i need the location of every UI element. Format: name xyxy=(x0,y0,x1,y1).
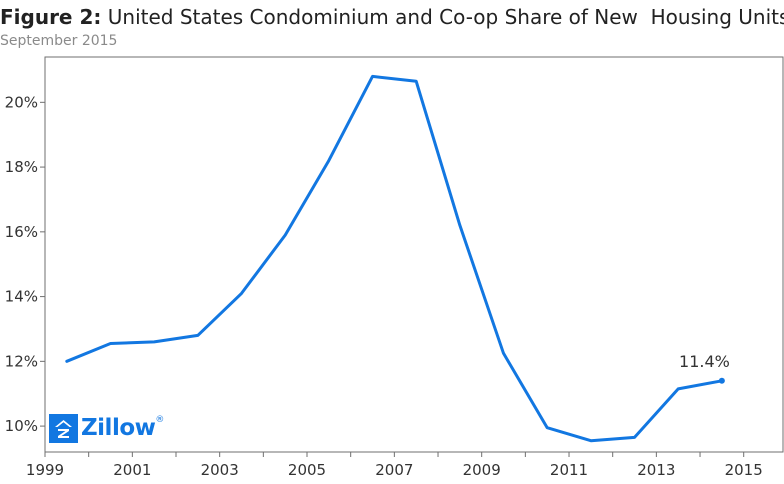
y-tick-label: 14% xyxy=(5,288,38,306)
end-value-label: 11.4% xyxy=(679,352,730,371)
zillow-logo: Zillow ® xyxy=(49,413,164,443)
x-tick-label: 2007 xyxy=(375,461,413,479)
plot-frame xyxy=(44,56,784,453)
x-tick-label: 2015 xyxy=(725,461,763,479)
chart-title: Figure 2: United States Condominium and … xyxy=(0,4,784,30)
y-tick-label: 12% xyxy=(5,352,38,370)
x-axis: 1999 2001 2003 2005 2007 2009 2011 2013 2015 xyxy=(26,452,763,479)
x-tick-label: 1999 xyxy=(26,461,64,479)
x-tick-label: 2003 xyxy=(201,461,239,479)
y-tick-label: 18% xyxy=(5,158,38,176)
series-layer: 11.4% xyxy=(65,74,730,443)
y-tick-label: 16% xyxy=(5,223,38,241)
end-point-marker xyxy=(718,377,725,384)
chart-subtitle: September 2015 xyxy=(0,33,118,49)
x-tick-label: 2011 xyxy=(550,461,588,479)
zillow-logo-text: Zillow xyxy=(81,415,156,441)
registered-mark: ® xyxy=(155,415,165,425)
x-tick-label: 2009 xyxy=(463,461,501,479)
plot-border xyxy=(44,56,784,453)
y-tick-label: 20% xyxy=(5,93,38,111)
series-line xyxy=(65,74,724,443)
title-text: United States Condominium and Co-op Shar… xyxy=(107,5,784,29)
zillow-z-icon xyxy=(49,413,78,443)
x-tick-label: 2001 xyxy=(113,461,151,479)
figure-number: Figure 2: xyxy=(0,5,102,29)
y-axis: 10% 12% 14% 16% 18% 20% xyxy=(5,93,45,435)
y-tick-label: 10% xyxy=(5,417,38,435)
x-tick-label: 2005 xyxy=(288,461,326,479)
x-tick-label: 2013 xyxy=(637,461,675,479)
